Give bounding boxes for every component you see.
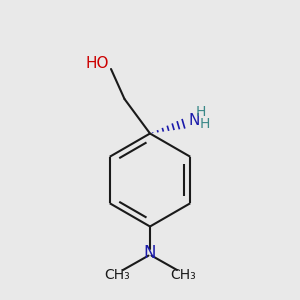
Text: H: H [200, 117, 210, 131]
Text: N: N [144, 244, 156, 262]
Text: HO: HO [86, 56, 109, 71]
Text: CH₃: CH₃ [104, 268, 130, 282]
Text: CH₃: CH₃ [170, 268, 196, 282]
Text: N: N [189, 113, 200, 128]
Text: H: H [196, 105, 206, 119]
